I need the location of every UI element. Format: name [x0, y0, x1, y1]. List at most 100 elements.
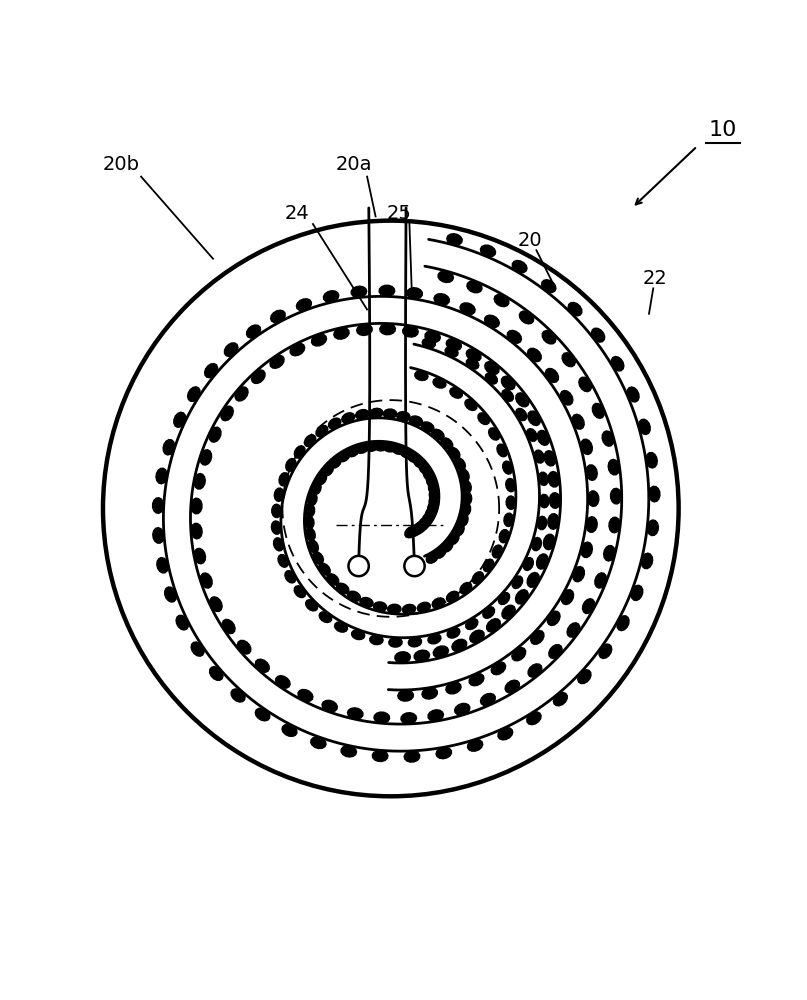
Polygon shape [279, 473, 289, 486]
Polygon shape [548, 514, 559, 529]
Polygon shape [191, 642, 204, 656]
Polygon shape [163, 440, 174, 455]
Polygon shape [434, 546, 446, 558]
Text: 10: 10 [709, 120, 737, 140]
Polygon shape [502, 390, 513, 401]
Polygon shape [322, 700, 337, 712]
Polygon shape [454, 458, 466, 470]
Polygon shape [512, 576, 523, 589]
Polygon shape [506, 478, 516, 492]
Polygon shape [414, 521, 425, 534]
Polygon shape [403, 604, 416, 614]
Polygon shape [442, 540, 453, 552]
Polygon shape [278, 555, 288, 567]
Polygon shape [246, 325, 261, 338]
Text: 22: 22 [643, 269, 668, 288]
Polygon shape [408, 452, 420, 463]
Polygon shape [415, 371, 428, 381]
Polygon shape [595, 573, 607, 588]
Polygon shape [449, 532, 459, 544]
Polygon shape [308, 540, 319, 553]
Polygon shape [501, 376, 515, 390]
Polygon shape [429, 489, 439, 502]
Polygon shape [526, 429, 537, 441]
Polygon shape [447, 628, 460, 638]
Polygon shape [523, 558, 533, 570]
Polygon shape [356, 410, 369, 419]
Polygon shape [316, 472, 327, 485]
Polygon shape [306, 600, 318, 611]
Polygon shape [611, 488, 621, 504]
Circle shape [349, 556, 369, 576]
Polygon shape [374, 712, 390, 723]
Polygon shape [157, 558, 169, 573]
Polygon shape [567, 623, 579, 637]
Polygon shape [466, 359, 479, 369]
Polygon shape [351, 286, 366, 297]
Polygon shape [414, 458, 426, 468]
Polygon shape [372, 750, 388, 761]
Polygon shape [328, 418, 341, 429]
Polygon shape [424, 469, 435, 481]
Polygon shape [499, 592, 510, 605]
Polygon shape [459, 469, 469, 482]
Polygon shape [562, 590, 574, 605]
Polygon shape [409, 416, 423, 426]
Polygon shape [271, 521, 281, 534]
Polygon shape [649, 486, 660, 502]
Polygon shape [408, 637, 421, 647]
Polygon shape [156, 468, 167, 484]
Polygon shape [400, 448, 413, 458]
Polygon shape [323, 463, 333, 476]
Polygon shape [446, 591, 458, 602]
Polygon shape [307, 492, 317, 505]
Polygon shape [337, 583, 349, 594]
Polygon shape [374, 602, 387, 611]
Polygon shape [410, 524, 421, 536]
Polygon shape [210, 597, 222, 611]
Text: 20: 20 [518, 231, 542, 250]
Polygon shape [428, 710, 444, 721]
Polygon shape [209, 427, 221, 442]
Polygon shape [537, 516, 546, 530]
Polygon shape [554, 692, 567, 706]
Polygon shape [433, 646, 449, 658]
Polygon shape [274, 538, 283, 551]
Polygon shape [387, 604, 401, 614]
Polygon shape [407, 288, 422, 299]
Polygon shape [176, 615, 188, 630]
Polygon shape [327, 574, 339, 585]
Polygon shape [447, 234, 462, 245]
Polygon shape [612, 356, 624, 371]
Polygon shape [428, 634, 441, 644]
Polygon shape [426, 476, 437, 488]
Polygon shape [395, 652, 411, 663]
Polygon shape [532, 537, 541, 551]
Polygon shape [516, 590, 528, 604]
Polygon shape [502, 605, 515, 619]
Text: 20a: 20a [336, 155, 372, 174]
Polygon shape [445, 682, 461, 694]
Polygon shape [487, 619, 500, 632]
Polygon shape [422, 513, 433, 526]
Polygon shape [338, 450, 350, 462]
Polygon shape [330, 456, 341, 468]
Polygon shape [255, 659, 270, 672]
Polygon shape [505, 680, 520, 693]
Polygon shape [319, 563, 330, 575]
Polygon shape [452, 639, 466, 651]
Polygon shape [472, 572, 483, 584]
Polygon shape [573, 567, 584, 582]
Polygon shape [194, 473, 205, 489]
Polygon shape [449, 388, 462, 398]
Polygon shape [531, 630, 544, 644]
Polygon shape [347, 446, 359, 457]
Polygon shape [528, 348, 541, 362]
Polygon shape [462, 491, 472, 505]
Polygon shape [366, 441, 378, 451]
Polygon shape [537, 430, 550, 445]
Polygon shape [587, 491, 599, 506]
Polygon shape [296, 299, 312, 311]
Polygon shape [539, 494, 549, 508]
Polygon shape [602, 431, 614, 446]
